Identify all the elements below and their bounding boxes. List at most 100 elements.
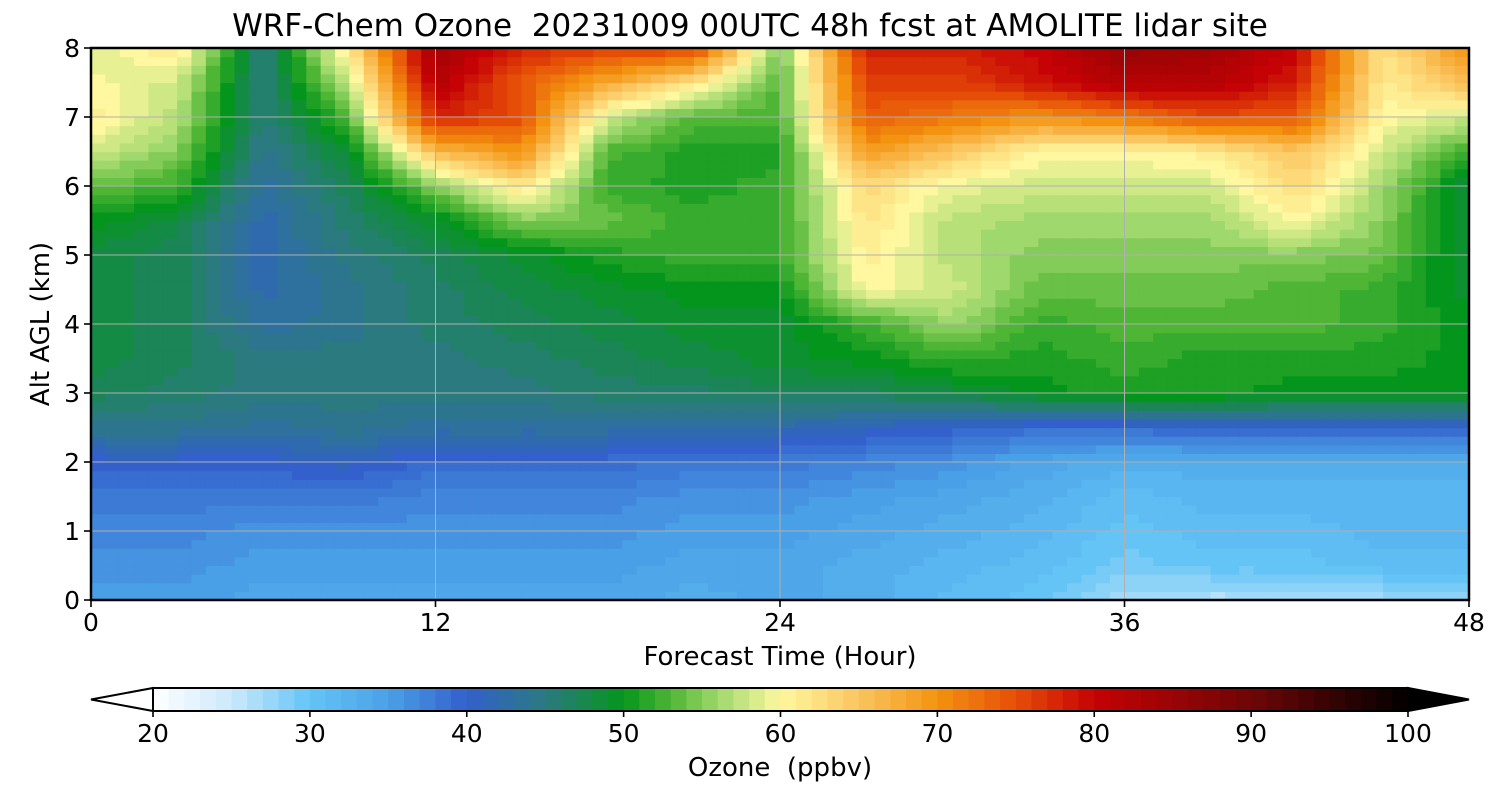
ozone-cell (478, 487, 494, 498)
ozone-cell (937, 479, 953, 489)
ozone-cell (923, 220, 939, 230)
ozone-cell (119, 255, 135, 265)
ozone-cell (1095, 487, 1111, 498)
ozone-cell (1397, 229, 1413, 239)
ozone-cell (521, 177, 537, 187)
ozone-cell (909, 203, 925, 213)
ozone-cell (1224, 229, 1240, 239)
ozone-cell (392, 177, 408, 187)
ozone-cell (363, 470, 379, 480)
ozone-cell (622, 160, 638, 170)
ozone-cell (607, 574, 623, 584)
ozone-cell (593, 306, 609, 316)
ozone-cell (1110, 358, 1126, 368)
ozone-cell (808, 160, 824, 170)
ozone-cell (1425, 280, 1441, 291)
ozone-cell (363, 211, 379, 222)
ozone-cell (1425, 315, 1441, 325)
ozone-cell (937, 436, 953, 446)
ozone-cell (923, 539, 939, 549)
ozone-cell (306, 496, 322, 506)
ozone-cell (794, 298, 810, 308)
ozone-cell (335, 462, 350, 472)
ozone-cell (665, 237, 681, 247)
ozone-cell (751, 375, 767, 385)
ozone-cell (693, 384, 709, 394)
ozone-cell (277, 418, 293, 429)
ozone-cell (765, 436, 781, 446)
ozone-cell (392, 168, 408, 178)
ozone-cell (220, 186, 236, 196)
ozone-cell (492, 470, 508, 480)
ozone-cell (765, 237, 781, 247)
ozone-cell (923, 332, 939, 342)
ozone-cell (823, 246, 839, 256)
ozone-cell (1268, 263, 1283, 273)
ozone-cell (966, 522, 982, 532)
ozone-cell (464, 246, 480, 256)
ozone-cell (1081, 453, 1097, 463)
ozone-cell (1296, 306, 1312, 316)
ozone-cell (1368, 522, 1384, 532)
ozone-cell (234, 410, 250, 420)
ozone-cell (263, 574, 279, 584)
ozone-cell (851, 591, 867, 601)
ozone-cell (1239, 470, 1255, 480)
ozone-cell (91, 315, 106, 325)
ozone-cell (909, 263, 925, 273)
ozone-cell (1411, 427, 1427, 437)
ozone-cell (937, 505, 953, 515)
ozone-cell (937, 393, 953, 403)
ozone-cell (665, 298, 681, 308)
ozone-cell (91, 522, 106, 532)
ozone-cell (320, 479, 336, 489)
ozone-cell (1067, 582, 1083, 592)
ozone-cell (952, 462, 968, 472)
ozone-cell (320, 211, 336, 222)
ozone-cell (1067, 358, 1083, 368)
ozone-cell (234, 556, 250, 567)
ozone-cell (1354, 263, 1370, 273)
ozone-cell (1224, 401, 1240, 411)
ozone-cell (1325, 453, 1341, 463)
ozone-cell (607, 255, 623, 265)
ozone-cell (736, 505, 752, 515)
ozone-cell (1210, 418, 1226, 429)
ozone-cell (234, 160, 250, 170)
ozone-cell (866, 384, 882, 394)
ozone-cell (708, 177, 724, 187)
ozone-cell (1124, 168, 1140, 178)
ozone-cell (579, 298, 594, 308)
ozone-cell (1009, 203, 1025, 213)
ozone-cell (851, 375, 867, 385)
ozone-cell (980, 487, 996, 498)
ozone-cell (248, 462, 264, 472)
ozone-cell (478, 358, 494, 368)
ozone-cell (1038, 229, 1054, 239)
ozone-cell (636, 384, 652, 394)
ozone-cell (91, 591, 106, 601)
ozone-cell (119, 186, 135, 196)
ozone-cell (478, 324, 494, 334)
ozone-cell (1296, 479, 1312, 489)
ozone-cell (435, 272, 451, 282)
ozone-cell (1382, 211, 1398, 222)
ozone-cell (636, 582, 652, 592)
ozone-cell (923, 203, 939, 213)
ozone-cell (478, 470, 494, 480)
ozone-cell (564, 229, 580, 239)
ozone-cell (392, 306, 408, 316)
ozone-cell (722, 324, 738, 334)
ozone-cell (119, 375, 135, 385)
ozone-cell (177, 272, 193, 282)
ozone-cell (794, 341, 810, 351)
ozone-cell (1282, 410, 1298, 420)
ozone-cell (406, 246, 422, 256)
ozone-cell (263, 427, 279, 437)
ozone-cell (1224, 186, 1240, 196)
ozone-cell (306, 513, 322, 523)
ozone-cell (220, 194, 236, 204)
ozone-cell (1239, 194, 1255, 204)
ozone-cell (363, 591, 379, 601)
ozone-cell (205, 375, 221, 385)
